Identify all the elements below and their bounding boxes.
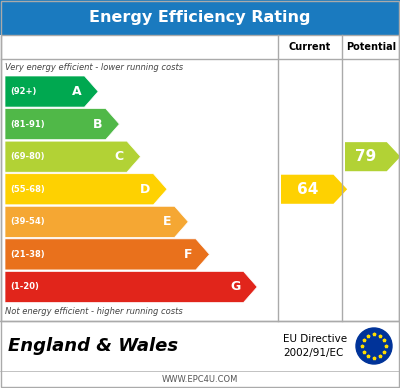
- Text: Current: Current: [289, 42, 331, 52]
- Text: (1-20): (1-20): [10, 282, 39, 291]
- Polygon shape: [5, 206, 188, 237]
- Text: (92+): (92+): [10, 87, 36, 96]
- Text: B: B: [93, 118, 103, 131]
- Text: Very energy efficient - lower running costs: Very energy efficient - lower running co…: [5, 64, 183, 73]
- Polygon shape: [5, 239, 210, 270]
- Polygon shape: [5, 109, 119, 140]
- Polygon shape: [5, 174, 167, 205]
- Text: (39-54): (39-54): [10, 217, 45, 226]
- Polygon shape: [5, 76, 98, 107]
- Text: Potential: Potential: [346, 42, 396, 52]
- Text: (55-68): (55-68): [10, 185, 45, 194]
- Text: (21-38): (21-38): [10, 250, 45, 259]
- Text: (69-80): (69-80): [10, 152, 44, 161]
- Text: WWW.EPC4U.COM: WWW.EPC4U.COM: [162, 375, 238, 384]
- Text: England & Wales: England & Wales: [8, 337, 178, 355]
- Bar: [1, 35, 399, 321]
- Text: A: A: [72, 85, 82, 98]
- Text: C: C: [115, 150, 124, 163]
- Text: EU Directive: EU Directive: [283, 334, 347, 344]
- Text: G: G: [230, 281, 240, 293]
- Text: E: E: [163, 215, 172, 228]
- Polygon shape: [5, 272, 257, 303]
- Circle shape: [356, 328, 392, 364]
- Polygon shape: [281, 175, 347, 204]
- Bar: [0, 0, 400, 35]
- Text: 2002/91/EC: 2002/91/EC: [283, 348, 343, 358]
- Text: 64: 64: [296, 182, 318, 197]
- Text: 79: 79: [355, 149, 376, 164]
- Polygon shape: [345, 142, 400, 171]
- Text: (81-91): (81-91): [10, 120, 45, 128]
- Polygon shape: [5, 141, 140, 172]
- Text: D: D: [140, 183, 150, 196]
- Text: Energy Efficiency Rating: Energy Efficiency Rating: [89, 10, 311, 25]
- Text: F: F: [184, 248, 193, 261]
- Text: Not energy efficient - higher running costs: Not energy efficient - higher running co…: [5, 308, 183, 317]
